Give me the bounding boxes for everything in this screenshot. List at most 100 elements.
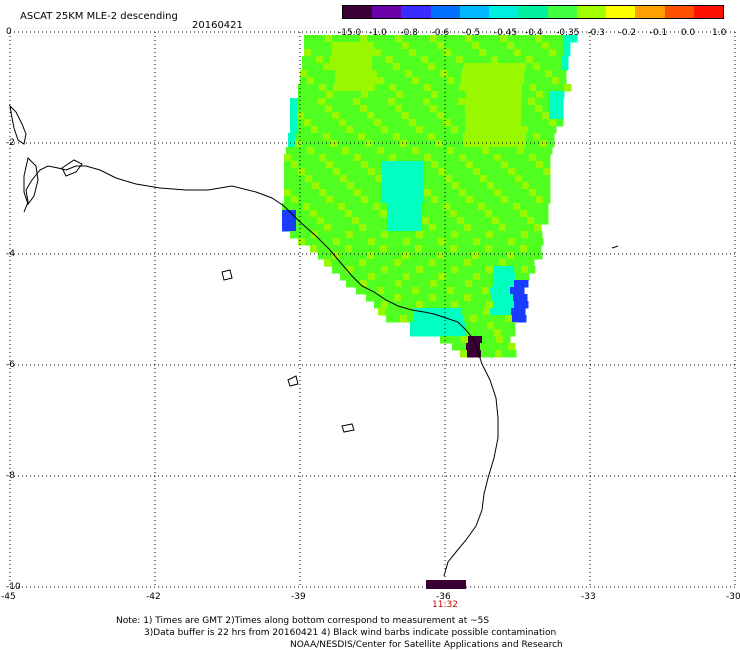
swath-cell	[331, 224, 339, 232]
swath-cell	[494, 329, 502, 337]
swath-cell	[443, 259, 451, 267]
swath-cell	[417, 329, 425, 337]
swath-cell	[487, 329, 495, 337]
swath-cell	[391, 147, 399, 155]
swath-cell	[332, 231, 340, 239]
swath-cell	[501, 91, 509, 99]
swath-cell	[407, 315, 415, 323]
swath-cell	[333, 189, 341, 197]
coastline	[23, 165, 499, 577]
swath-cell	[375, 182, 383, 190]
swath-cell	[465, 42, 473, 50]
swath-cell	[524, 70, 532, 78]
swath-cell	[410, 168, 418, 176]
swath-cell	[346, 98, 354, 106]
swath-cell	[471, 224, 479, 232]
swath-cell	[522, 238, 530, 246]
swath-cell	[457, 203, 465, 211]
swath-cell	[319, 154, 327, 162]
swath-cell	[431, 329, 439, 337]
swath-cell	[473, 196, 481, 204]
swath-cell	[412, 147, 420, 155]
swath-cell	[403, 161, 411, 169]
swath-cell	[514, 266, 522, 274]
swath-cell	[305, 182, 313, 190]
swath-cell	[402, 42, 410, 50]
swath-cell	[512, 133, 520, 141]
swath-cell	[305, 161, 313, 169]
swath-cell	[487, 175, 495, 183]
swath-cell	[353, 49, 361, 57]
swath-cell	[479, 126, 487, 134]
swath-cell	[463, 140, 471, 148]
swath-cell	[480, 322, 488, 330]
swath-cell	[500, 35, 508, 43]
swath-cell	[374, 252, 382, 260]
swath-cell	[295, 133, 303, 141]
swath-cell	[556, 49, 564, 57]
swath-cell	[389, 91, 397, 99]
swath-cell	[440, 287, 448, 295]
swath-cell	[480, 196, 488, 204]
swath-cell	[321, 77, 329, 85]
swath-cell	[494, 238, 502, 246]
swath-cell	[361, 182, 369, 190]
swath-cell	[458, 35, 466, 43]
swath-cell	[325, 112, 333, 120]
swath-cell	[332, 105, 340, 113]
swath-cell	[402, 49, 410, 57]
swath-cell	[486, 105, 494, 113]
swath-cell	[366, 217, 374, 225]
swath-cell	[381, 35, 389, 43]
swath-cell	[423, 42, 431, 50]
swath-cell	[437, 42, 445, 50]
swath-cell	[284, 182, 292, 190]
swath-cell	[318, 42, 326, 50]
lat-lon-grid	[9, 31, 736, 588]
swath-cell	[352, 210, 360, 218]
swath-cell	[396, 154, 404, 162]
swath-cell	[393, 133, 401, 141]
swath-cell	[465, 301, 473, 309]
swath-cell	[375, 175, 383, 183]
swath-cell	[339, 35, 347, 43]
swath-cell	[479, 252, 487, 260]
swath-cell	[492, 259, 500, 267]
swath-cell	[465, 252, 473, 260]
swath-cell	[471, 294, 479, 302]
swath-cell	[361, 161, 369, 169]
swath-cell	[409, 126, 417, 134]
swath-cell	[481, 350, 489, 358]
swath-cell	[549, 119, 557, 127]
swath-cell	[557, 84, 565, 92]
swath-cell	[500, 231, 508, 239]
swath-cell	[449, 133, 457, 141]
swath-cell	[561, 56, 569, 64]
swath-cell	[487, 161, 495, 169]
swath-cell	[403, 84, 411, 92]
swath-cell	[485, 203, 493, 211]
swath-cell	[297, 105, 305, 113]
swath-cell	[521, 98, 529, 106]
swath-cell	[330, 133, 338, 141]
swath-cell	[466, 168, 474, 176]
swath-cell	[520, 210, 528, 218]
swath-cell	[417, 273, 425, 281]
swath-cell	[528, 42, 536, 50]
swath-cell	[288, 133, 296, 141]
swath-cell	[445, 182, 453, 190]
swath-cell	[447, 147, 455, 155]
swath-cell	[410, 329, 418, 337]
swath-cell	[405, 287, 413, 295]
swath-cell	[438, 91, 446, 99]
swath-cell	[536, 168, 544, 176]
swath-cell	[503, 77, 511, 85]
swath-cell	[318, 252, 326, 260]
swath-cell	[478, 245, 486, 253]
swath-cell	[507, 301, 515, 309]
swath-cell	[395, 35, 403, 43]
swath-cell	[339, 105, 347, 113]
swath-cell	[526, 63, 534, 71]
swath-cell	[399, 308, 407, 316]
swath-cell	[288, 140, 296, 148]
